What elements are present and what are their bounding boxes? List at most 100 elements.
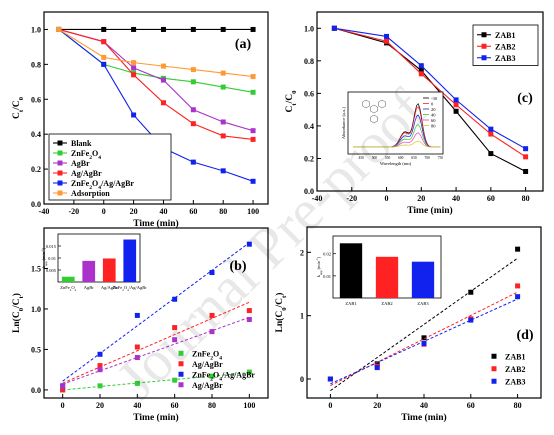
data-point-Ag/AgBr (131, 72, 137, 78)
inset-y-axis-label: kapp (min-1) (315, 256, 323, 277)
panel-b: 0 20 40 60 80 100 0.0 0.5 1.0 1.5 Time (min) Ln(C0/… (11, 227, 269, 423)
data-point-Blank (160, 26, 166, 32)
x-tick-label: 0 (102, 207, 106, 216)
inset-x-tick-label: 550 (385, 156, 391, 160)
y-axis-label: Ln(C0/Ct) (274, 293, 288, 333)
inset-bar-ZAB2 (375, 256, 399, 298)
inset-legend-label: 40 (431, 112, 436, 117)
x-tick-label: 40 (452, 194, 460, 203)
legend-marker (491, 353, 497, 359)
panel-label: (b) (229, 259, 246, 274)
x-tick-label: 60 (487, 194, 495, 203)
x-tick-label: -40 (312, 194, 323, 203)
data-point-Ag/AgBr (209, 312, 215, 318)
data-point-Ag/AgBr (134, 355, 140, 361)
legend-box (48, 133, 172, 201)
panel-label: (c) (517, 91, 533, 106)
data-point-ZnFe2O4/Ag/AgBr (190, 159, 196, 165)
y-tick-label: 1 (300, 312, 304, 321)
x-tick-label: 80 (522, 194, 530, 203)
x-axis-label: Time (min) (133, 218, 178, 229)
x-tick-label: 0 (328, 401, 332, 410)
data-point-Ag/AgBr (160, 100, 166, 106)
legend-label: ZAB2 (495, 42, 515, 51)
x-tick-label: -20 (69, 207, 80, 216)
y-tick-label: 0.4 (304, 122, 314, 131)
inset-x-tick-label: 650 (411, 156, 417, 160)
legend-label: ZnFe2O4/Ag/AgBr (71, 179, 134, 191)
data-point-ZAB1 (468, 289, 474, 295)
legend-label: AgBr (71, 159, 90, 168)
inset-bar-ZnFe2O4/Ag/AgBr (123, 239, 137, 282)
x-tick-label: 40 (133, 401, 141, 410)
molecule-ring (370, 104, 378, 114)
x-tick-label: 60 (171, 401, 179, 410)
data-point-ZnFe2O4/Ag/AgBr (246, 241, 252, 247)
data-point-Ag/AgBr (246, 308, 252, 314)
inset-bar-ZAB3 (411, 261, 435, 298)
y-tick-label: 0 (300, 375, 304, 384)
inset-y-tick-label: 0.015 (46, 244, 57, 249)
plot-frame (316, 11, 544, 192)
legend-marker (57, 190, 63, 196)
y-tick-label: 1.0 (31, 305, 41, 314)
inset-category-label: ZAB3 (417, 301, 429, 306)
y-tick-label: 1.5 (31, 264, 41, 273)
data-point-Ag/AgBr (60, 387, 66, 393)
data-point-ZAB3 (384, 33, 390, 39)
data-point-Ag/AgBr (97, 367, 103, 373)
data-point-Ag/AgBr (209, 329, 215, 335)
x-axis-label: Time (min) (407, 205, 452, 216)
y-tick-label: 0.6 (304, 89, 314, 98)
legend-label: Ag/AgBr (71, 169, 102, 178)
inset-legend-label: 20 (431, 107, 436, 112)
y-tick-label: 0.4 (31, 130, 41, 139)
data-point-ZnFe2O4 (97, 383, 103, 389)
data-point-AgBr (220, 119, 226, 125)
data-point-ZnFe2O4 (190, 79, 196, 85)
legend-label: Ag/AgBr (192, 381, 223, 390)
data-point-ZnFe2O4/Ag/AgBr (101, 61, 107, 67)
panel-label: (a) (235, 37, 252, 52)
series-line-ZnFe2O4 (58, 29, 254, 93)
x-axis-label: Time (min) (401, 412, 446, 423)
data-point-AgBr (131, 65, 137, 71)
data-point-ZnFe2O4/Ag/AgBr (172, 296, 178, 302)
data-point-Adsorption (250, 74, 256, 80)
inset-category-label: ZAB1 (345, 301, 356, 306)
inset-legend-label: 60 (431, 118, 436, 123)
data-point-Ag/AgBr (220, 133, 226, 139)
data-point-ZnFe2O4 (209, 373, 215, 379)
y-axis-label: Ct/C0 (12, 96, 25, 119)
inset-x-tick-label: 600 (398, 156, 404, 160)
legend-marker (178, 350, 184, 356)
data-point-ZAB3 (421, 341, 427, 347)
y-tick-label: 0.0 (304, 187, 314, 196)
inset-legend-label: -30 (431, 96, 438, 101)
data-point-ZAB2 (488, 131, 494, 137)
data-point-ZnFe2O4 (250, 89, 256, 95)
data-point-Adsorption (56, 26, 62, 32)
inset-y-tick-label: 0.01 (323, 274, 331, 279)
legend: BlankZnFe2O4AgBrAg/AgBrZnFe2O4/Ag/AgBrAd… (48, 133, 172, 201)
legend-label: Ag/AgBr (192, 360, 223, 369)
x-tick-label: -20 (346, 194, 357, 203)
legend-marker (57, 150, 63, 156)
y-axis-label: Ct/C0 (285, 90, 298, 113)
inset-category-label: ZnFe2O4 (60, 285, 76, 292)
x-tick-label: 20 (130, 207, 138, 216)
x-tick-label: 100 (243, 401, 255, 410)
data-point-Adsorption (220, 70, 226, 76)
data-point-Adsorption (160, 63, 166, 69)
inset-x-tick-label: 500 (372, 156, 378, 160)
inset-category-label: AgBr (84, 285, 95, 290)
data-point-ZAB1 (523, 168, 529, 174)
series-line-AgBr (58, 28, 254, 132)
data-point-ZAB3 (418, 63, 424, 69)
inset-y-axis-label: kapp (min-1) (40, 247, 48, 268)
data-point-ZAB2 (418, 71, 424, 77)
legend-marker (57, 140, 63, 146)
data-point-ZAB1 (453, 108, 459, 114)
inset-category-label: ZAB2 (381, 301, 392, 306)
